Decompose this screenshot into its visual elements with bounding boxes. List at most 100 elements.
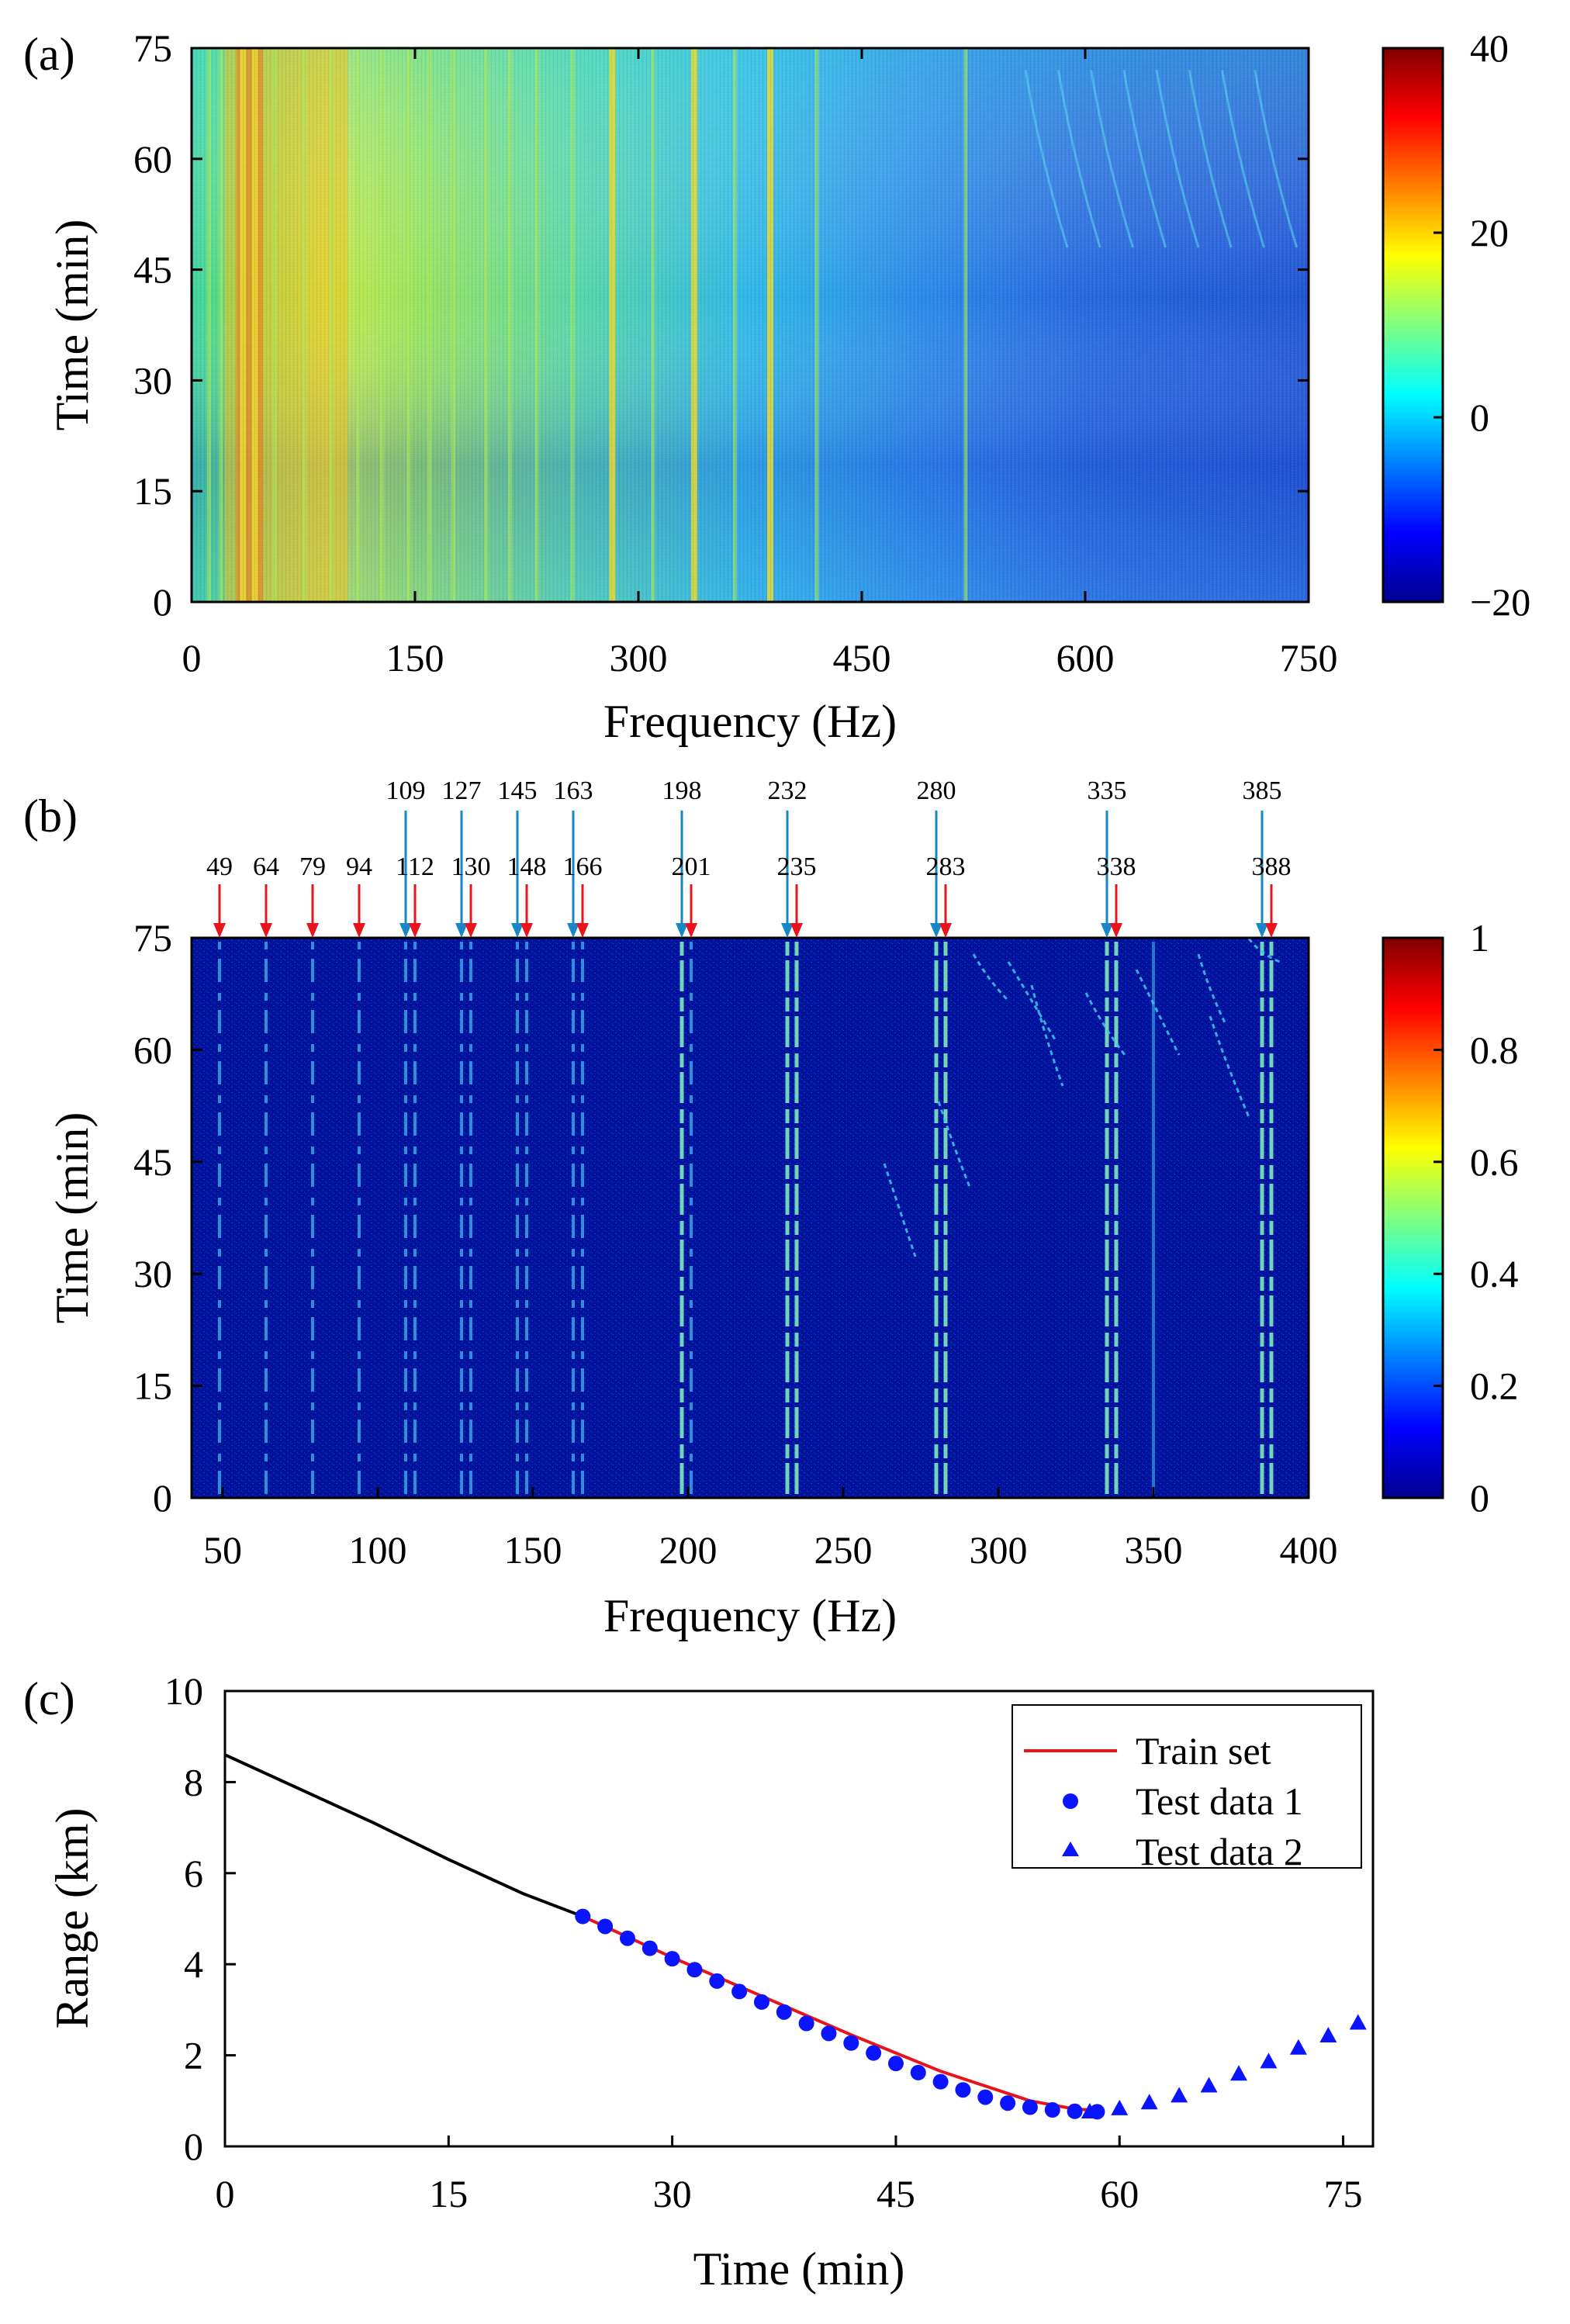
annotation-label-red: 201 xyxy=(672,852,711,881)
panel-b-ylabel: Time (min) xyxy=(47,1112,98,1324)
panel-a-ylabel: Time (min) xyxy=(47,220,98,431)
y-tick-label-b: 75 xyxy=(133,916,172,960)
annotation-arrowhead-red xyxy=(213,923,226,938)
y-tick-label-a: 75 xyxy=(133,26,172,70)
panel-a-colorbar xyxy=(1382,47,1444,603)
x-tick-label-b: 150 xyxy=(504,1528,562,1572)
x-tick-label-b: 350 xyxy=(1125,1528,1183,1572)
annotation-arrowhead-red xyxy=(1110,923,1122,938)
annotation-label-red: 49 xyxy=(206,852,233,881)
legend-test2-marker xyxy=(1062,1842,1079,1856)
panel-c-label: (c) xyxy=(23,1673,75,1724)
panel-c: (c) 0 15 30 45 60 75 0 2 4 6 8 10 Time (min) Range… xyxy=(23,1669,1375,2295)
annotation-label-blue: 232 xyxy=(768,776,807,805)
test-data-1-point xyxy=(1067,2103,1083,2119)
colorbar-a-tick-label: 40 xyxy=(1470,26,1509,70)
y-tick-label-c: 6 xyxy=(184,1852,203,1895)
annotation-arrowhead-red xyxy=(1265,923,1278,938)
colorbar-b-tick-label: 0.6 xyxy=(1470,1140,1519,1184)
test-data-2-point xyxy=(1200,2077,1218,2093)
annotation-arrowhead-red xyxy=(409,923,421,938)
y-tick-label-b: 45 xyxy=(133,1140,172,1184)
annotation-label-blue: 385 xyxy=(1243,776,1282,805)
panel-a-label: (a) xyxy=(23,29,75,80)
annotation-label-blue: 335 xyxy=(1088,776,1127,805)
annotation-arrowhead-red xyxy=(465,923,477,938)
legend: Train set Test data 1 Test data 2 xyxy=(1012,1704,1362,1873)
test-data-1-point xyxy=(977,2089,994,2105)
y-tick-label-c: 0 xyxy=(184,2125,203,2168)
panel-b-frame xyxy=(190,936,1310,1499)
test-data-1-point xyxy=(1044,2102,1060,2118)
annotation-label-blue: 145 xyxy=(498,776,538,805)
annotation-arrowhead-blue xyxy=(399,923,412,938)
panel-b-label: (b) xyxy=(23,790,78,842)
annotation-label-blue: 109 xyxy=(386,776,426,805)
x-tick-label-a: 150 xyxy=(386,636,444,680)
annotation-arrowhead-blue xyxy=(567,923,579,938)
test-data-2-point xyxy=(1319,2026,1337,2042)
x-tick-label-b: 50 xyxy=(203,1528,242,1572)
test-data-2-point xyxy=(1230,2065,1248,2081)
colorbar-a-tick-label: 0 xyxy=(1470,396,1489,439)
annotation-label-blue: 198 xyxy=(662,776,702,805)
x-tick-label-c: 15 xyxy=(429,2172,468,2215)
test-data-1-point xyxy=(731,1983,748,2000)
annotation-label-red: 166 xyxy=(563,852,603,881)
legend-train-label: Train set xyxy=(1136,1729,1271,1772)
test-data-1-point xyxy=(932,2073,949,2090)
panel-c-xlabel: Time (min) xyxy=(693,2243,905,2295)
test-data-1-point xyxy=(664,1951,680,1967)
x-tick-label-a: 600 xyxy=(1056,636,1115,680)
annotation-label-red: 79 xyxy=(299,852,326,881)
annotation-label-red: 148 xyxy=(507,852,547,881)
panel-a-image xyxy=(192,48,1309,602)
track-line xyxy=(224,1753,584,1918)
x-tick-label-c: 45 xyxy=(877,2172,915,2215)
y-tick-label-a: 15 xyxy=(133,469,172,513)
test-data-2-point xyxy=(1171,2087,1188,2103)
annotation-label-red: 283 xyxy=(926,852,966,881)
y-tick-label-c: 4 xyxy=(184,1942,203,1986)
y-tick-label-b: 15 xyxy=(133,1364,172,1408)
annotation-label-red: 388 xyxy=(1252,852,1292,881)
y-tick-label-c: 2 xyxy=(184,2034,203,2077)
colorbar-b-tick-label: 0 xyxy=(1470,1476,1489,1520)
annotation-arrowhead-red xyxy=(260,923,272,938)
annotation-arrowhead-red xyxy=(520,923,533,938)
annotation-arrowhead-red xyxy=(353,923,365,938)
annotation-label-red: 235 xyxy=(777,852,817,881)
y-tick-label-b: 0 xyxy=(153,1476,172,1520)
annotation-label-red: 338 xyxy=(1097,852,1136,881)
test-data-1-point xyxy=(575,1908,591,1925)
y-tick-label-b: 30 xyxy=(133,1252,172,1295)
x-tick-label-b: 400 xyxy=(1280,1528,1338,1572)
annotation-label-red: 130 xyxy=(451,852,491,881)
colorbar-a-tick-label: 20 xyxy=(1470,211,1509,254)
annotation-arrowhead-red xyxy=(790,923,803,938)
annotation-arrowhead-red xyxy=(576,923,589,938)
x-tick-label-a: 450 xyxy=(833,636,891,680)
annotation-arrowhead-red xyxy=(685,923,697,938)
x-tick-label-c: 75 xyxy=(1324,2172,1363,2215)
panel-b-colorbar xyxy=(1382,936,1444,1499)
test-data-1-point xyxy=(910,2064,926,2080)
y-tick-label-a: 45 xyxy=(133,248,172,292)
annotation-label-red: 64 xyxy=(253,852,279,881)
test-data-1-point xyxy=(866,2045,882,2061)
panel-c-ylabel: Range (km) xyxy=(47,1808,98,2029)
x-tick-label-b: 250 xyxy=(814,1528,873,1572)
test-data-1-point xyxy=(887,2056,904,2072)
test-data-2-point xyxy=(1140,2094,1158,2110)
test-data-1-point xyxy=(798,2015,814,2032)
panel-b-image xyxy=(192,938,1309,1498)
annotation-label-red: 112 xyxy=(396,852,434,881)
annotation-arrowhead-blue xyxy=(1256,923,1268,938)
annotation-label-blue: 127 xyxy=(442,776,482,805)
annotation-arrowhead-blue xyxy=(781,923,794,938)
test-data-1-point xyxy=(821,2025,837,2042)
y-tick-label-b: 60 xyxy=(133,1028,172,1071)
colorbar-b-tick-label: 0.8 xyxy=(1470,1028,1519,1071)
